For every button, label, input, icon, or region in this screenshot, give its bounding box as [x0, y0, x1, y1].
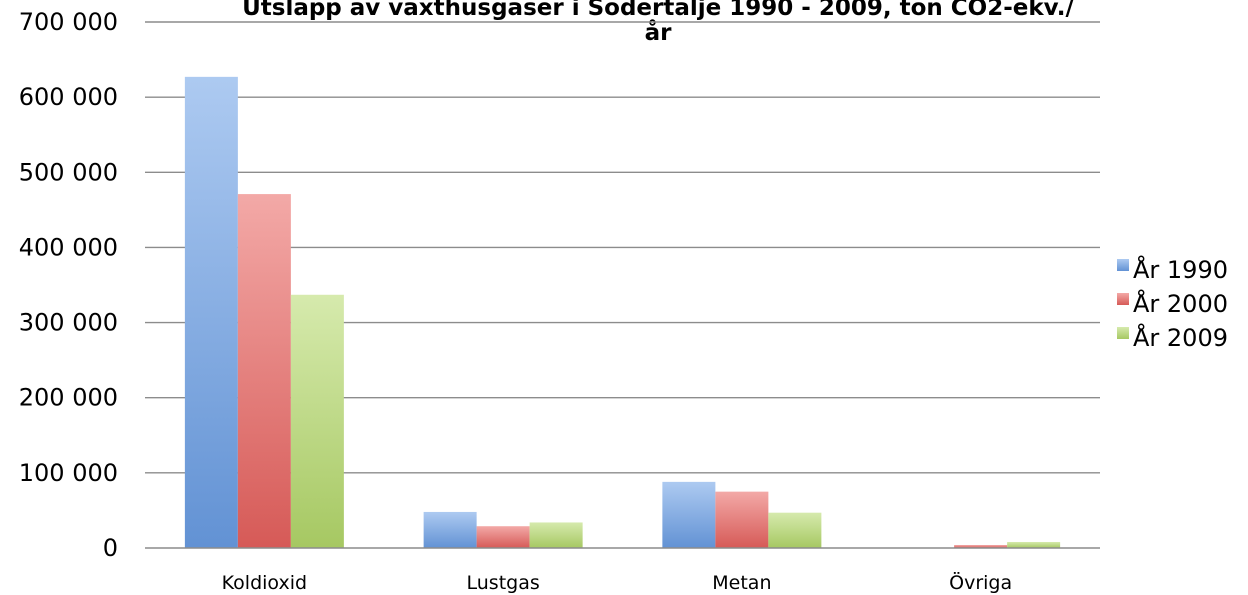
x-tick-label: Övriga	[949, 571, 1012, 594]
chart-title-line: Utsläpp av växthusgaser i Södertälje 199…	[242, 0, 1074, 21]
bars	[184, 76, 1061, 549]
y-tick-label: 100 000	[19, 459, 118, 487]
bar	[954, 544, 1008, 548]
x-axis-tick-labels: Koldioxid Lustgas Metan Övriga	[222, 571, 1012, 594]
bar	[715, 491, 769, 548]
y-tick-label: 500 000	[19, 158, 118, 186]
bar	[184, 76, 238, 549]
bar	[423, 511, 477, 548]
bar	[290, 294, 344, 548]
legend-swatch	[1117, 327, 1129, 339]
legend-swatch	[1117, 293, 1129, 305]
y-tick-label: 700 000	[19, 8, 118, 36]
y-tick-label: 200 000	[19, 384, 118, 412]
bar	[662, 481, 716, 548]
bar	[237, 194, 291, 548]
y-tick-label: 0	[103, 534, 118, 562]
legend: År 1990 År 2000 År 2009	[1117, 255, 1228, 352]
bar	[1007, 541, 1061, 548]
bar	[768, 512, 822, 548]
legend-label: År 2009	[1133, 323, 1228, 352]
bar	[529, 522, 583, 548]
legend-label: År 2000	[1133, 289, 1228, 318]
chart-title: Utsläpp av växthusgaser i Södertälje 199…	[242, 0, 1074, 46]
x-tick-label: Lustgas	[467, 572, 540, 594]
legend-label: År 1990	[1133, 255, 1228, 284]
chart-title-line: år	[645, 19, 673, 46]
y-axis-tick-labels: 0 100 000 200 000 300 000 400 000 500 000 600 …	[19, 8, 118, 562]
y-tick-label: 300 000	[19, 309, 118, 337]
x-tick-label: Metan	[712, 572, 771, 594]
legend-swatch	[1117, 259, 1129, 271]
x-tick-label: Koldioxid	[222, 572, 307, 594]
y-tick-label: 400 000	[19, 233, 118, 261]
bar	[476, 526, 530, 548]
y-tick-label: 600 000	[19, 83, 118, 111]
